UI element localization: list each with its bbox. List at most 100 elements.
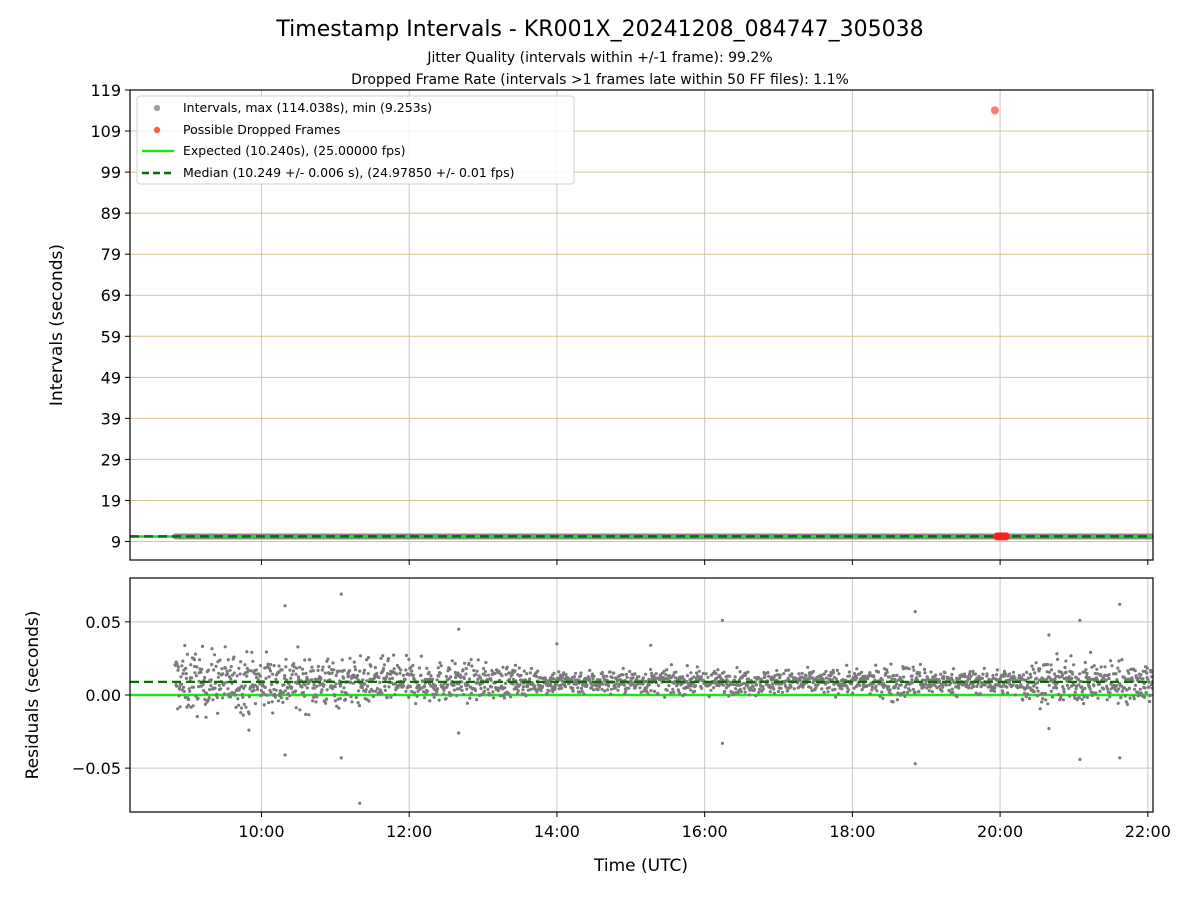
- residual-point: [743, 687, 746, 690]
- residual-point: [234, 694, 237, 697]
- residual-point: [340, 593, 343, 596]
- residual-point: [1145, 691, 1148, 694]
- residual-point: [1070, 677, 1073, 680]
- residual-point: [870, 688, 873, 691]
- residual-point: [735, 666, 738, 669]
- residual-point: [331, 672, 334, 675]
- residual-point: [210, 678, 213, 681]
- residual-point: [914, 691, 917, 694]
- residual-point: [1140, 692, 1143, 695]
- residual-point: [686, 674, 689, 677]
- residual-point: [301, 672, 304, 675]
- residual-point: [541, 685, 544, 688]
- residual-point: [1084, 668, 1087, 671]
- intervals-y-label: Intervals (seconds): [47, 244, 67, 406]
- residual-point: [205, 692, 208, 695]
- residual-point: [451, 659, 454, 662]
- residual-point: [175, 685, 178, 688]
- residual-point: [342, 686, 345, 689]
- residual-point: [612, 672, 615, 675]
- residual-point: [1146, 667, 1149, 670]
- residual-point: [192, 704, 195, 707]
- residual-point: [290, 686, 293, 689]
- residual-point: [555, 642, 558, 645]
- residual-point: [306, 686, 309, 689]
- residual-point: [208, 696, 211, 699]
- residual-point: [637, 675, 640, 678]
- residual-point: [323, 679, 326, 682]
- residual-point: [392, 654, 395, 657]
- residual-point: [754, 694, 757, 697]
- residual-point: [809, 686, 812, 689]
- residual-point: [1116, 667, 1119, 670]
- residual-point: [1139, 673, 1142, 676]
- residual-point: [694, 684, 697, 687]
- residual-point: [242, 714, 245, 717]
- residual-point: [886, 671, 889, 674]
- residual-point: [1044, 698, 1047, 701]
- legend-expected-label: Expected (10.240s), (25.00000 fps): [183, 143, 405, 158]
- residual-point: [501, 666, 504, 669]
- residual-point: [204, 716, 207, 719]
- residual-point: [1095, 668, 1098, 671]
- residual-point: [265, 650, 268, 653]
- residual-point: [695, 671, 698, 674]
- residual-point: [463, 662, 466, 665]
- residual-point: [678, 692, 681, 695]
- residual-point: [1035, 661, 1038, 664]
- residual-point: [472, 669, 475, 672]
- residual-point: [357, 701, 360, 704]
- residual-point: [194, 653, 197, 656]
- residual-point: [895, 683, 898, 686]
- residual-point: [319, 677, 322, 680]
- residual-point: [514, 664, 517, 667]
- residual-point: [1060, 694, 1063, 697]
- residual-point: [728, 675, 731, 678]
- residual-point: [426, 690, 429, 693]
- residual-point: [554, 686, 557, 689]
- residual-point: [462, 668, 465, 671]
- residual-point: [248, 695, 251, 698]
- residual-point: [479, 687, 482, 690]
- residual-point: [201, 645, 204, 648]
- residual-point: [525, 672, 528, 675]
- residual-point: [271, 700, 274, 703]
- residual-point: [523, 670, 526, 673]
- residual-point: [1072, 663, 1075, 666]
- residual-point: [240, 706, 243, 709]
- residual-point: [753, 688, 756, 691]
- residual-point: [363, 683, 366, 686]
- residual-point: [434, 684, 437, 687]
- residual-point: [176, 663, 179, 666]
- residual-point: [847, 688, 850, 691]
- residual-point: [314, 700, 317, 703]
- residual-point: [855, 667, 858, 670]
- residual-point: [244, 684, 247, 687]
- residual-point: [384, 689, 387, 692]
- residual-point: [674, 671, 677, 674]
- residual-point: [623, 684, 626, 687]
- residual-point: [918, 674, 921, 677]
- residual-point: [1099, 673, 1102, 676]
- residual-point: [184, 667, 187, 670]
- dropped-frame-point: [991, 106, 999, 114]
- residual-point: [605, 675, 608, 678]
- residual-point: [1037, 690, 1040, 693]
- residual-point: [239, 660, 242, 663]
- residual-point: [657, 684, 660, 687]
- residual-point: [807, 677, 810, 680]
- residual-point: [404, 678, 407, 681]
- residual-point: [871, 685, 874, 688]
- residual-point: [1086, 696, 1089, 699]
- residual-point: [281, 701, 284, 704]
- residuals-y-tick-label: −0.05: [72, 759, 121, 778]
- residual-point: [381, 654, 384, 657]
- residual-point: [528, 677, 531, 680]
- residual-point: [1148, 700, 1151, 703]
- residual-point: [354, 668, 357, 671]
- residual-point: [407, 696, 410, 699]
- residual-point: [179, 675, 182, 678]
- residual-point: [412, 674, 415, 677]
- legend-intervals-marker: [154, 105, 160, 111]
- residual-point: [298, 708, 301, 711]
